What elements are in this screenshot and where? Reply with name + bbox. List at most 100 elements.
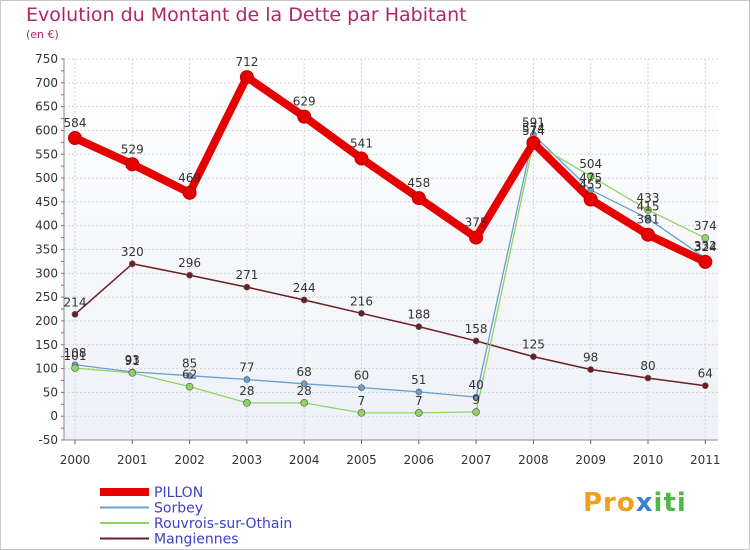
- data-label: 77: [239, 361, 254, 375]
- y-tick-label: -50: [38, 433, 58, 447]
- data-label: 108: [64, 346, 87, 360]
- logo-part-1: Pro: [583, 488, 636, 518]
- data-point: [530, 353, 537, 360]
- data-label: 458: [407, 176, 430, 190]
- x-tick-label: 2000: [60, 453, 91, 467]
- data-label: 574: [522, 121, 545, 135]
- x-tick-label: 2006: [404, 453, 435, 467]
- data-label: 433: [637, 191, 660, 205]
- data-label: 93: [125, 353, 140, 367]
- series-line-Rouvrois-sur-Othain: [74, 142, 706, 414]
- data-label: 91: [125, 354, 140, 368]
- data-point: [472, 337, 480, 345]
- data-point: [701, 382, 709, 390]
- data-point: [644, 215, 652, 222]
- data-label: 574: [522, 124, 545, 138]
- data-label: 216: [350, 294, 373, 308]
- data-point: [358, 384, 365, 391]
- data-label: 125: [522, 338, 545, 352]
- data-label: 98: [583, 351, 598, 365]
- data-label: 381: [637, 213, 660, 227]
- x-tick-label: 2010: [633, 453, 664, 467]
- data-label: 504: [579, 157, 602, 171]
- logo-part-3: iti: [653, 488, 687, 518]
- data-label: 375: [465, 216, 488, 230]
- data-label: 158: [465, 322, 488, 336]
- data-point: [587, 366, 595, 373]
- data-label: 529: [121, 142, 144, 156]
- data-point: [472, 408, 480, 416]
- data-point: [469, 230, 484, 245]
- data-label: 7: [358, 394, 366, 408]
- data-label: 271: [235, 268, 258, 282]
- x-tick-label: 2011: [690, 453, 721, 467]
- data-point: [300, 296, 308, 304]
- data-label: 584: [64, 116, 87, 130]
- data-label: 40: [468, 378, 483, 392]
- data-label: 62: [182, 368, 197, 382]
- data-point: [129, 260, 136, 268]
- logo-part-2: x: [635, 488, 654, 518]
- data-point: [357, 409, 366, 417]
- data-label: 101: [64, 349, 87, 363]
- data-point: [701, 234, 710, 242]
- x-tick-label: 2004: [289, 453, 320, 467]
- series-line-Sorbey: [74, 134, 706, 398]
- data-label: 85: [182, 357, 197, 371]
- data-point: [415, 323, 423, 330]
- data-label: 455: [579, 177, 602, 191]
- x-tick-label: 2001: [117, 453, 148, 467]
- y-tick-label: 550: [35, 147, 58, 161]
- y-tick-label: 600: [35, 123, 58, 137]
- y-tick-label: 350: [35, 243, 58, 257]
- data-point: [186, 372, 193, 380]
- data-point: [297, 109, 312, 124]
- data-label: 541: [350, 137, 373, 151]
- y-tick-label: 750: [35, 52, 58, 66]
- chart-unit: (en €): [26, 28, 59, 41]
- data-point: [128, 369, 137, 377]
- data-point: [239, 70, 254, 85]
- data-point: [300, 380, 308, 388]
- y-tick-label: 400: [35, 219, 58, 233]
- data-label: 296: [178, 256, 201, 270]
- data-label: 9: [472, 393, 480, 407]
- legend-label: Sorbey: [154, 501, 203, 517]
- data-label: 60: [354, 369, 369, 383]
- y-tick-label: 700: [35, 76, 58, 90]
- data-label: 374: [694, 219, 717, 233]
- data-point: [182, 185, 197, 200]
- data-label: 415: [637, 200, 660, 214]
- data-label: 320: [121, 245, 144, 259]
- y-tick-label: 450: [35, 195, 58, 209]
- data-label: 51: [411, 373, 426, 387]
- y-tick-label: 250: [35, 290, 58, 304]
- data-point: [586, 172, 595, 180]
- data-label: 629: [293, 95, 316, 109]
- data-point: [71, 364, 79, 372]
- data-label: 80: [640, 359, 655, 373]
- data-point: [354, 151, 369, 166]
- data-label: 28: [239, 384, 254, 398]
- proxiti-logo: Proxiti: [583, 488, 687, 518]
- data-point: [415, 388, 423, 396]
- y-tick-label: 100: [35, 362, 58, 376]
- data-label: 324: [694, 240, 717, 254]
- data-point: [185, 382, 194, 391]
- plot-background: [64, 59, 718, 440]
- legend-label: Mangiennes: [154, 532, 239, 548]
- y-tick-label: 50: [43, 385, 58, 399]
- data-point: [641, 227, 655, 242]
- series-line-PILLON: [71, 73, 710, 266]
- y-tick-label: 650: [35, 100, 58, 114]
- data-point: [526, 135, 541, 150]
- x-tick-label: 2009: [575, 453, 606, 467]
- data-point: [411, 191, 426, 206]
- data-point: [71, 310, 79, 318]
- data-label: 68: [297, 365, 312, 379]
- y-tick-label: 200: [35, 314, 58, 328]
- data-point: [243, 283, 251, 291]
- data-point: [583, 192, 598, 207]
- data-point: [644, 206, 652, 214]
- data-point: [300, 399, 309, 407]
